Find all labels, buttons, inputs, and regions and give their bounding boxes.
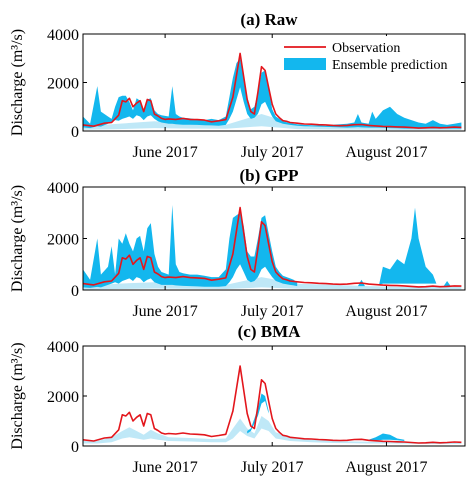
x-tick-label: August 2017: [345, 459, 427, 476]
y-tick-label: 0: [71, 439, 79, 456]
x-tick-label: June 2017: [132, 303, 197, 320]
plot-area: [83, 52, 462, 130]
x-tick-label: August 2017: [345, 144, 427, 161]
observation-line: [83, 365, 462, 444]
ensemble-band: [443, 281, 451, 287]
y-axis-label: Discharge (m³/s): [9, 342, 26, 449]
y-axis-label: Discharge (m³/s): [9, 185, 26, 292]
y-tick-label: 0: [71, 124, 79, 141]
x-tick-label: June 2017: [132, 144, 197, 161]
panel-raw: (a) Raw 0 2000 4000 June 2017 July 2017 Augus…: [9, 10, 466, 161]
ensemble-band: [247, 393, 269, 434]
y-tick-label: 0: [71, 283, 79, 300]
y-tick-label: 4000: [47, 180, 79, 197]
ensemble-spread-light: [83, 416, 462, 444]
panel-bma: (c) BMA 0 2000 4000 June 2017 July 2017 Augus…: [9, 322, 466, 476]
legend-ensemble-label: Ensemble prediction: [332, 58, 447, 73]
y-tick-label: 4000: [47, 27, 79, 44]
x-tick-label: July 2017: [241, 459, 304, 476]
legend-observation-label: Observation: [332, 41, 400, 56]
ensemble-spread-light: [83, 277, 462, 290]
x-tick-label: June 2017: [132, 459, 197, 476]
ensemble-band: [83, 58, 462, 129]
x-tick-label: August 2017: [345, 303, 427, 320]
y-axis-label: Discharge (m³/s): [9, 29, 26, 136]
panel-title-gpp: (b) GPP: [239, 166, 298, 185]
y-tick-label: 4000: [47, 339, 79, 356]
panel-gpp: (b) GPP 0 2000 4000 June 2017 July 2017 Augus…: [9, 166, 466, 320]
observation-line: [83, 206, 462, 288]
panel-title-bma: (c) BMA: [238, 322, 302, 341]
legend-ensemble-swatch: [284, 58, 326, 70]
observation-line: [83, 52, 462, 129]
ensemble-band: [379, 207, 437, 285]
y-tick-label: 2000: [47, 76, 79, 93]
ensemble-band: [368, 433, 405, 441]
ensemble-band: [83, 205, 298, 288]
x-tick-label: July 2017: [241, 144, 304, 161]
plot-area: [83, 365, 462, 444]
plot-area: [83, 205, 462, 290]
ensemble-spread-light: [83, 114, 462, 130]
y-tick-label: 2000: [47, 389, 79, 406]
legend: Observation Ensemble prediction: [280, 36, 463, 76]
panel-title-raw: (a) Raw: [240, 10, 298, 29]
y-tick-label: 2000: [47, 232, 79, 249]
x-tick-label: July 2017: [241, 303, 304, 320]
